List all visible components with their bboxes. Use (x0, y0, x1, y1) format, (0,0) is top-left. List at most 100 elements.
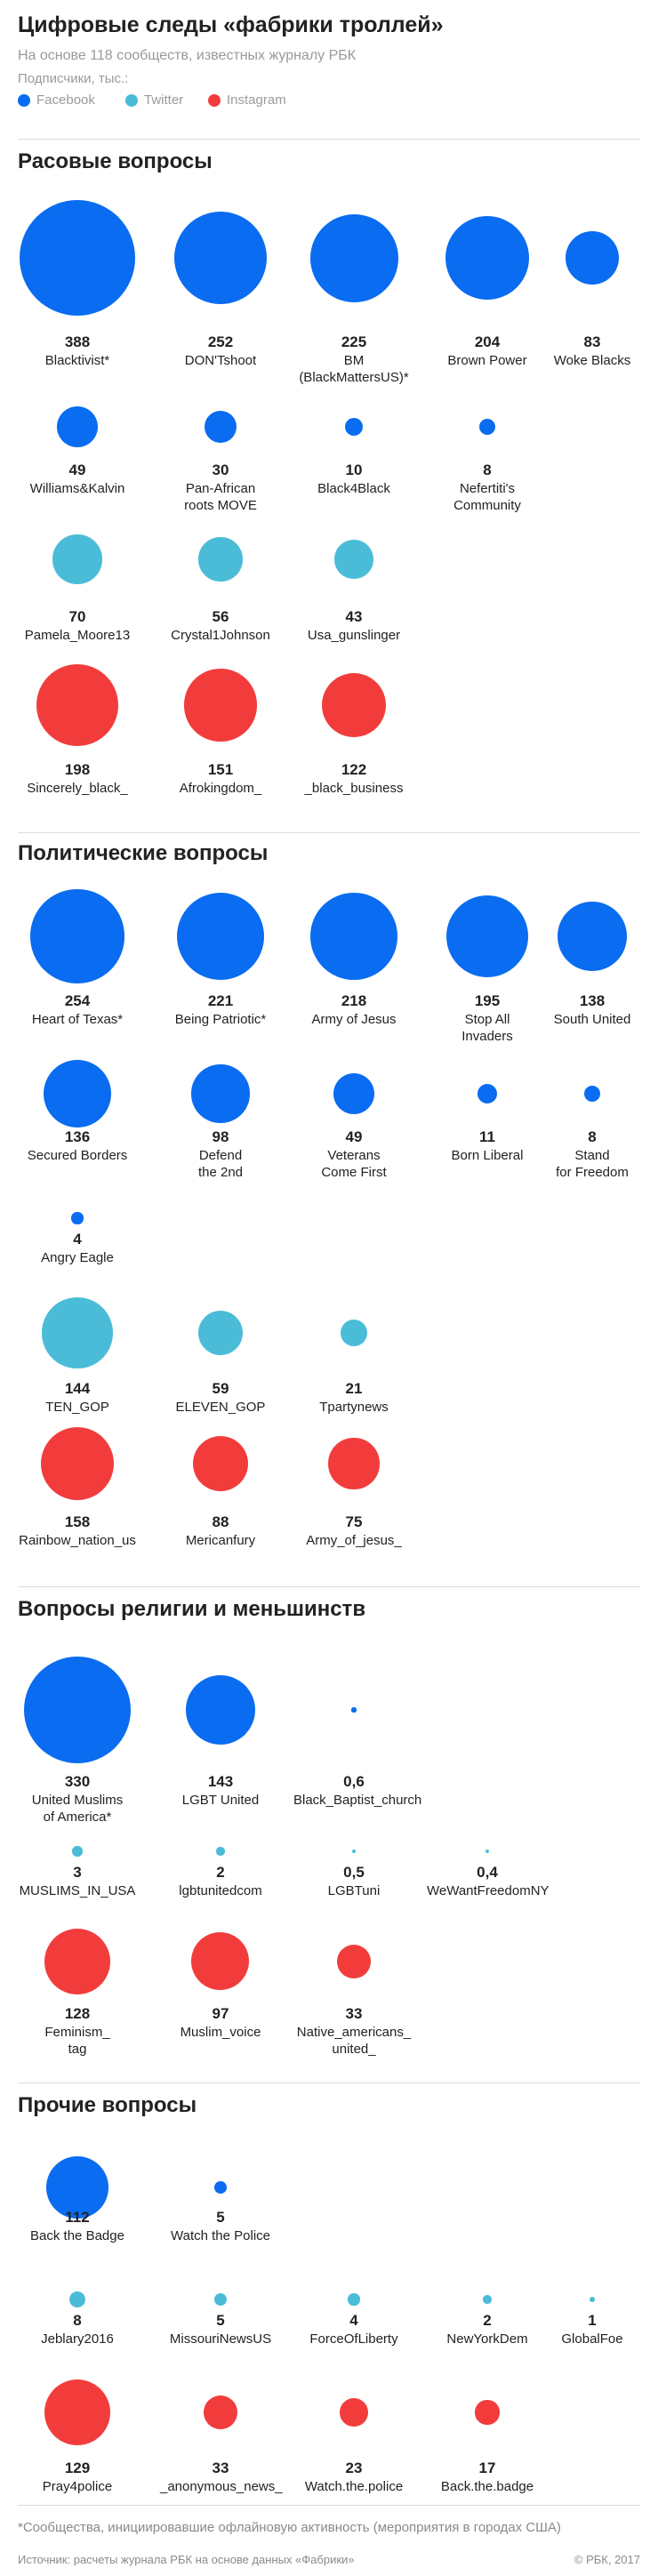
bubble-label: 388 Blacktivist* (17, 333, 138, 369)
bubble-instagram (204, 2395, 237, 2429)
bubble-value: 2 (216, 1864, 225, 1881)
legend-label-twitter: Twitter (144, 92, 184, 108)
bubble-facebook (213, 2180, 228, 2195)
bubble-value: 5 (216, 2312, 225, 2329)
page-subtitle: На основе 118 сообществ, известных журна… (18, 48, 357, 63)
bubble-facebook (46, 2156, 108, 2219)
bubble-value: 252 (207, 333, 234, 350)
bubble-label: 83 Woke Blacks (532, 333, 653, 369)
bubble-name: ELEVEN_GOP (175, 1400, 266, 1415)
bubble-value: 4 (349, 2312, 358, 2329)
bubble-label: 10 Black4Black (293, 461, 414, 497)
bubble-facebook (478, 418, 496, 436)
bubble-name: Pray4police (42, 2479, 113, 2494)
bubble-name: Heart of Texas* (31, 1012, 124, 1027)
bubble-value: 195 (474, 992, 501, 1009)
bubble-name: United Muslims of America* (31, 1793, 124, 1825)
bubble-instagram (321, 672, 387, 738)
bubble-value: 221 (207, 992, 234, 1009)
bubble-label: 43 Usa_gunslinger (293, 607, 414, 644)
bubble-value: 49 (345, 1128, 363, 1145)
bubble-value: 49 (68, 461, 86, 478)
bubble-instagram (328, 1438, 380, 1489)
bubble-name: Back the Badge (30, 2228, 124, 2243)
bubble-twitter (42, 1297, 113, 1368)
bubble-name: _black_business (304, 781, 404, 796)
bubble-name: DON'Tshoot (184, 353, 257, 368)
bubble-name: ForceOfLiberty (309, 2331, 398, 2347)
bubble-label: 198 Sincerely_black_ (17, 760, 138, 797)
bubble-value: 144 (64, 1380, 91, 1397)
bubble-value: 43 (345, 608, 363, 625)
bubble-label: 151 Afrokingdom_ (160, 760, 281, 797)
bubble-label: 122 _black_business (293, 760, 414, 797)
bubble-instagram (36, 663, 119, 747)
bubble-name: GlobalFoe (561, 2331, 623, 2347)
footer-divider (18, 2505, 640, 2506)
bubble-name: LGBTuni (327, 1883, 381, 1898)
bubble-twitter (197, 1310, 244, 1356)
bubble-label: 98 Defend the 2nd (160, 1128, 281, 1181)
bubble-name: Watch.the.police (304, 2479, 404, 2494)
bubble-label: 97 Muslim_voice (160, 2004, 281, 2041)
bubble-name: _anonymous_news_ (160, 2479, 283, 2494)
bubble-name: BM (BlackMattersUS)* (299, 353, 409, 385)
bubble-facebook (204, 410, 237, 444)
bubble-value: 21 (345, 1380, 363, 1397)
bubble-value: 83 (583, 333, 601, 350)
section-title: Расовые вопросы (18, 149, 213, 173)
bubble-instagram (191, 1932, 250, 1991)
bubble-value: 122 (341, 761, 367, 778)
bubble-label: 8 Nefertiti's Community (427, 461, 548, 514)
bubble-name: Woke Blacks (553, 353, 631, 368)
bubble-label: 70 Pamela_Moore13 (17, 607, 138, 644)
bubble-twitter (72, 1846, 83, 1857)
bubble-label: 17 Back.the.badge (427, 2459, 548, 2495)
bubble-facebook (351, 1707, 357, 1713)
bubble-facebook (565, 230, 620, 285)
bubble-instagram (193, 1436, 248, 1491)
bubble-name: WeWantFreedomNY (427, 1883, 550, 1898)
bubble-twitter (52, 534, 102, 584)
bubble-label: 144 TEN_GOP (17, 1379, 138, 1416)
legend-item-instagram: Instagram (208, 92, 286, 108)
bubble-label: 75 Army_of_jesus_ (293, 1513, 414, 1549)
bubble-label: 143 LGBT United (160, 1772, 281, 1809)
bubble-name: Angry Eagle (41, 1250, 114, 1265)
bubble-name: Watch the Police (171, 2228, 270, 2243)
bubble-value: 204 (474, 333, 501, 350)
section-title: Политические вопросы (18, 841, 269, 865)
bubble-value: 128 (64, 2005, 91, 2022)
legend-dot-instagram (208, 93, 221, 107)
bubble-label: 21 Tpartynews (293, 1379, 414, 1416)
bubble-name: Usa_gunslinger (307, 628, 401, 643)
bubble-value: 129 (64, 2460, 91, 2476)
section-divider (18, 1586, 640, 1587)
bubble-twitter (216, 1847, 225, 1856)
bubble-value: 98 (212, 1128, 229, 1145)
bubble-label: 49 Williams&Kalvin (17, 461, 138, 497)
bubble-name: Black4Black (317, 481, 390, 496)
bubble-twitter (68, 2291, 86, 2308)
bubble-value: 225 (341, 333, 367, 350)
bubble-value: 143 (207, 1773, 234, 1790)
bubble-facebook (71, 1212, 84, 1224)
bubble-name: Back.the.badge (440, 2479, 534, 2494)
bubble-label: 88 Mericanfury (160, 1513, 281, 1549)
legend-title: Подписчики, тыс.: (18, 71, 129, 86)
bubble-value: 112 (65, 2209, 90, 2226)
copyright: © РБК, 2017 (574, 2553, 640, 2566)
footnote: *Сообщества, инициировавшие офлайновую а… (18, 2520, 561, 2535)
bubble-label: 56 Crystal1Johnson (160, 607, 281, 644)
bubble-twitter (483, 2295, 492, 2304)
bubble-name: Feminism_ tag (44, 2025, 110, 2057)
section-title: Прочие вопросы (18, 2093, 197, 2117)
bubble-label: 195 Stop All Invaders (427, 991, 548, 1045)
bubble-label: 330 United Muslims of America* (17, 1772, 138, 1826)
bubble-value: 330 (64, 1773, 91, 1790)
bubble-facebook (19, 199, 135, 316)
bubble-name: Brown Power (447, 353, 527, 368)
bubble-value: 2 (483, 2312, 492, 2329)
bubble-name: Jeblary2016 (41, 2331, 114, 2347)
